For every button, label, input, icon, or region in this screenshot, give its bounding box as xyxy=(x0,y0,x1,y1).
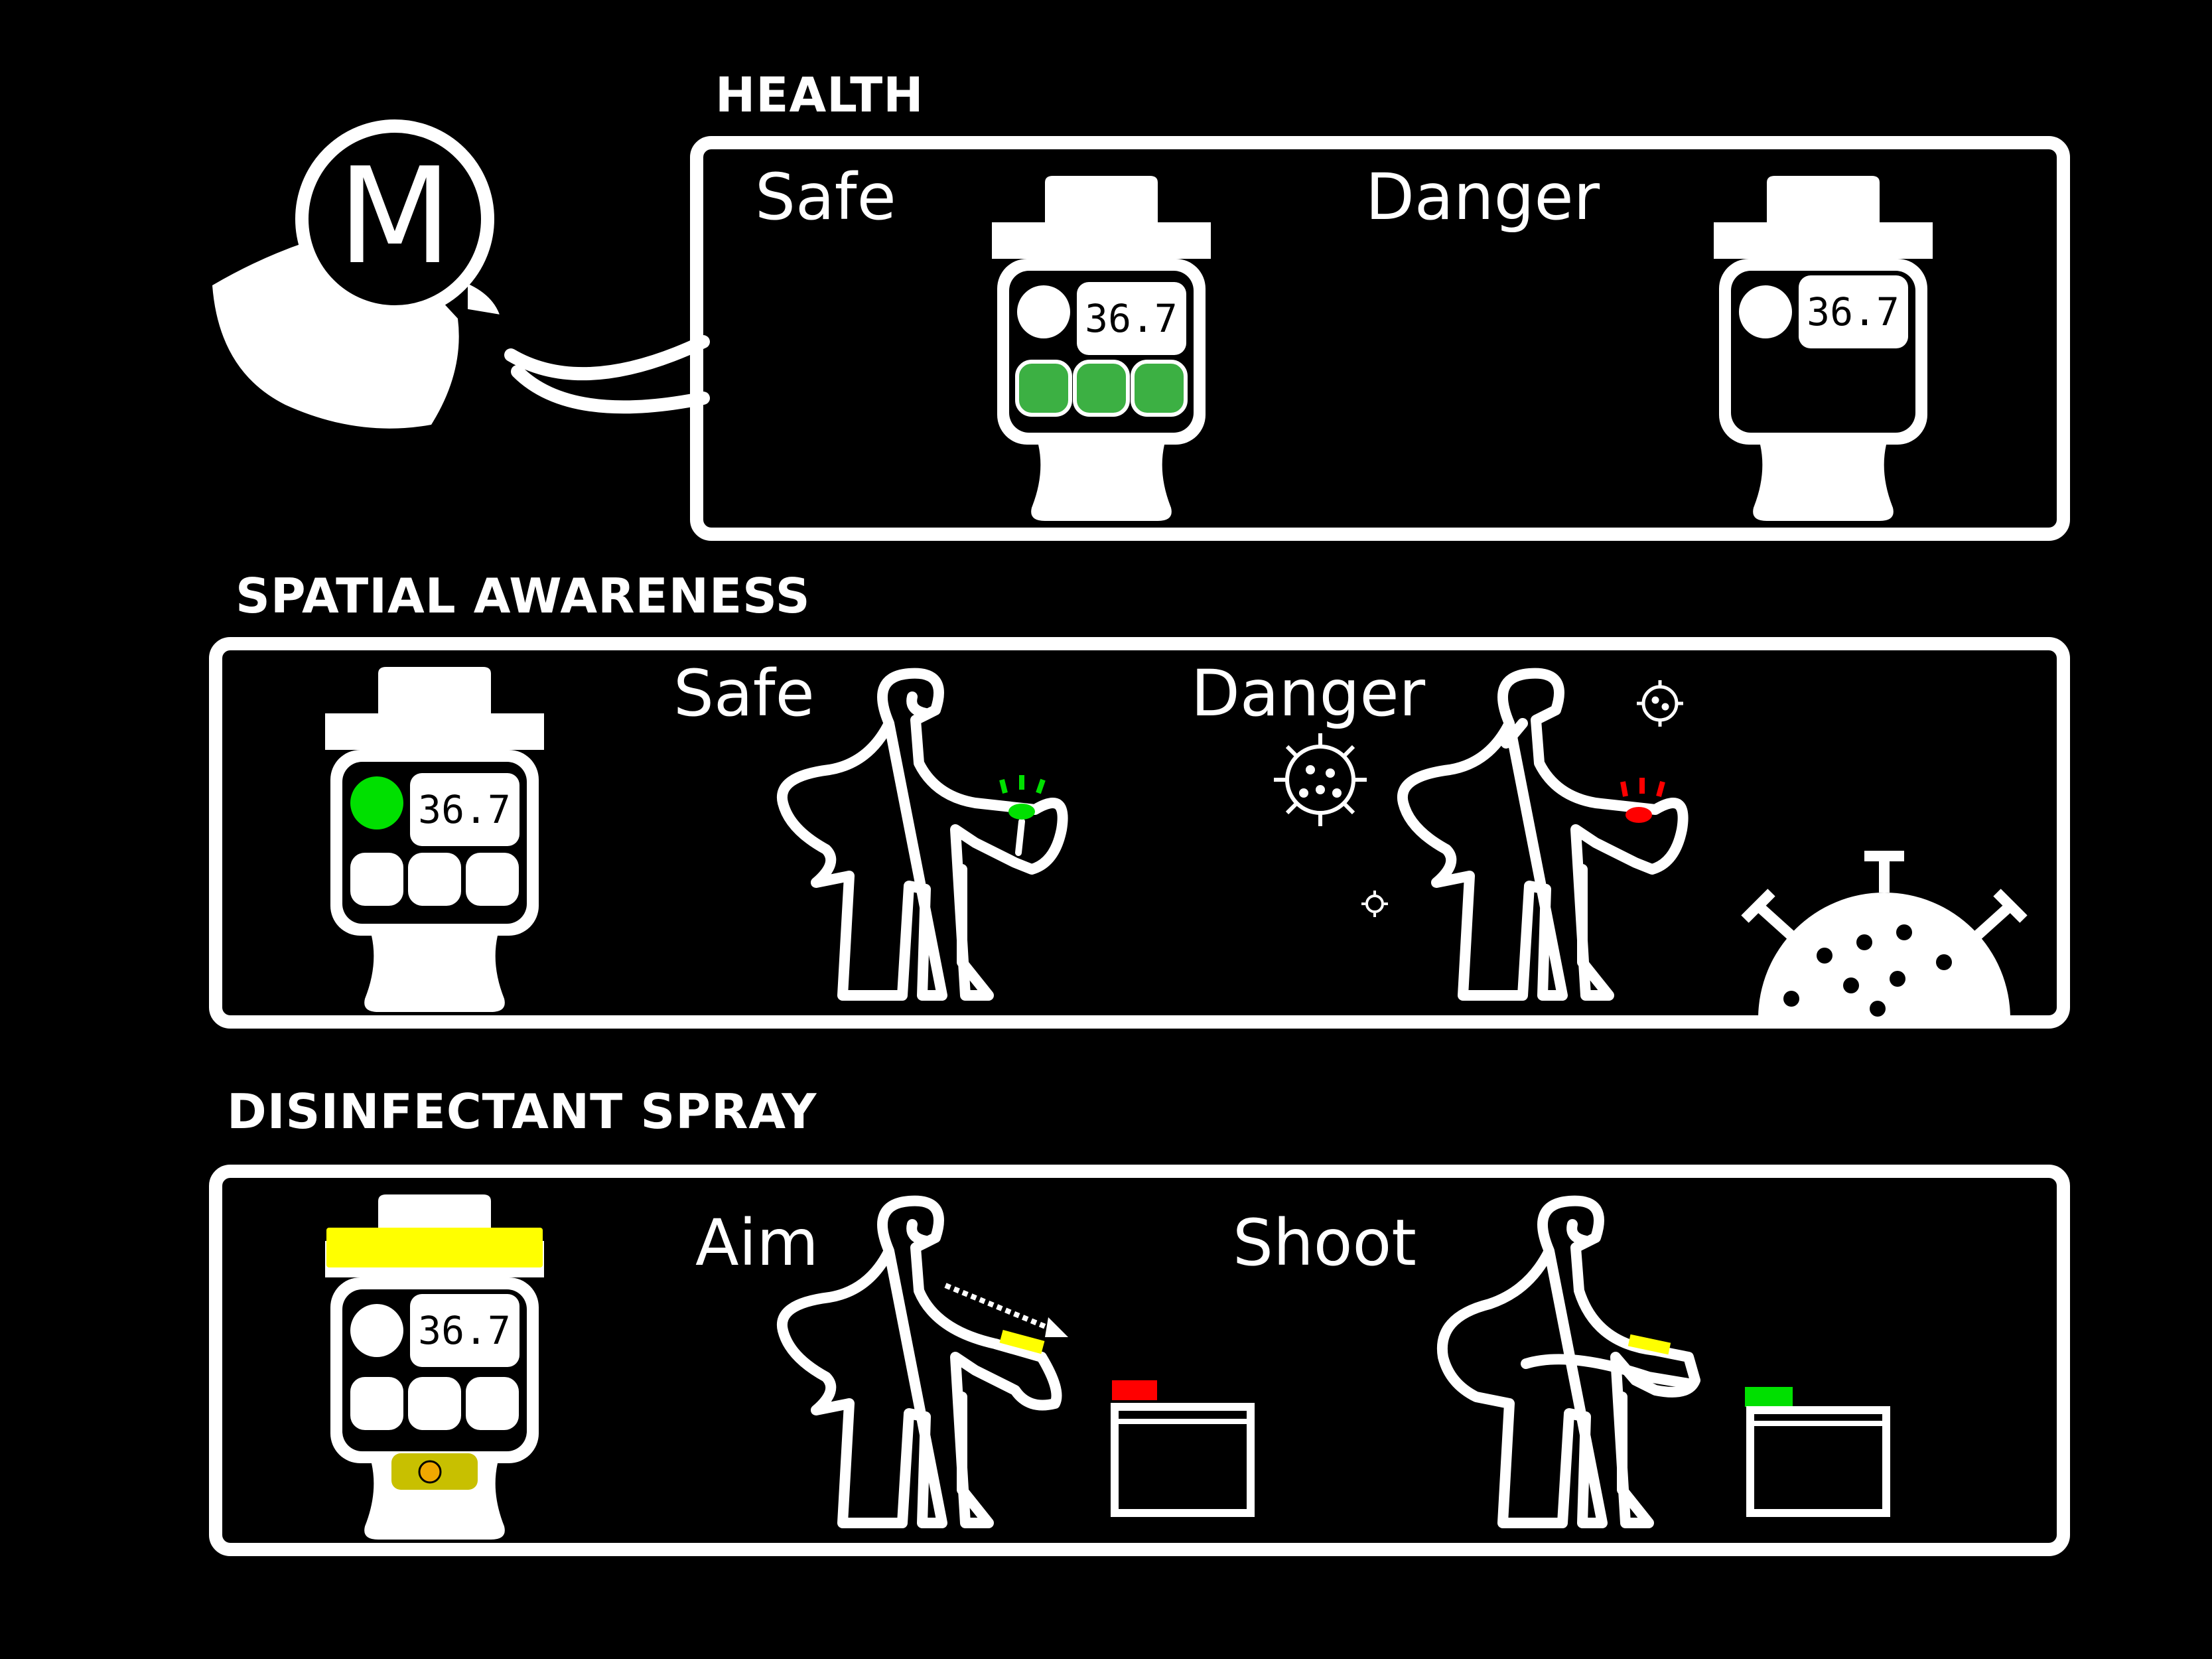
virus-icon xyxy=(1274,733,1367,826)
spatial-panel xyxy=(209,637,2070,1029)
lcd-readout: 36.7 xyxy=(418,787,511,832)
aim-line xyxy=(944,1283,1056,1333)
lcd-readout: 36.7 xyxy=(1085,296,1178,341)
aim-label: Aim xyxy=(695,1206,819,1280)
spray-panel xyxy=(209,1165,2070,1556)
health-safe-label: Safe xyxy=(755,160,896,234)
spatial-title: SPATIAL AWARENESS xyxy=(236,568,811,624)
health-danger-label: Danger xyxy=(1365,160,1600,234)
spatial-danger-label: Danger xyxy=(1191,656,1426,731)
virus-icon xyxy=(1637,680,1683,727)
person-icon xyxy=(1397,668,1689,1001)
person-icon xyxy=(776,1195,1062,1528)
smartwatch-icon: 36.7 xyxy=(325,667,544,1012)
shoot-label: Shoot xyxy=(1233,1206,1417,1280)
lcd-readout: 36.7 xyxy=(1807,289,1900,334)
virus-icon xyxy=(1361,891,1388,917)
health-title: HEALTH xyxy=(715,67,924,123)
health-panel xyxy=(690,136,2070,541)
virus-icon xyxy=(1741,851,2028,1019)
smartwatch-icon: 36.7 xyxy=(1714,176,1933,521)
person-icon xyxy=(1436,1195,1700,1528)
smartwatch-icon: 36.7 xyxy=(325,1194,544,1540)
arrow-head-icon xyxy=(1045,1317,1068,1337)
spray-nozzle xyxy=(999,1330,1045,1354)
smartwatch-icon: 36.7 xyxy=(992,176,1211,521)
green-signal-icon xyxy=(999,775,1046,820)
logo-letter: M xyxy=(338,139,452,294)
red-signal-icon xyxy=(1620,778,1665,823)
container-icon xyxy=(1745,1387,1890,1517)
spray-nozzle xyxy=(1627,1334,1671,1355)
container-icon xyxy=(1111,1380,1255,1517)
mask-logo-icon: M xyxy=(212,119,710,429)
spatial-safe-label: Safe xyxy=(673,656,815,731)
lcd-readout: 36.7 xyxy=(418,1308,511,1353)
person-icon xyxy=(776,668,1068,1001)
spray-title: DISINFECTANT SPRAY xyxy=(227,1084,817,1139)
